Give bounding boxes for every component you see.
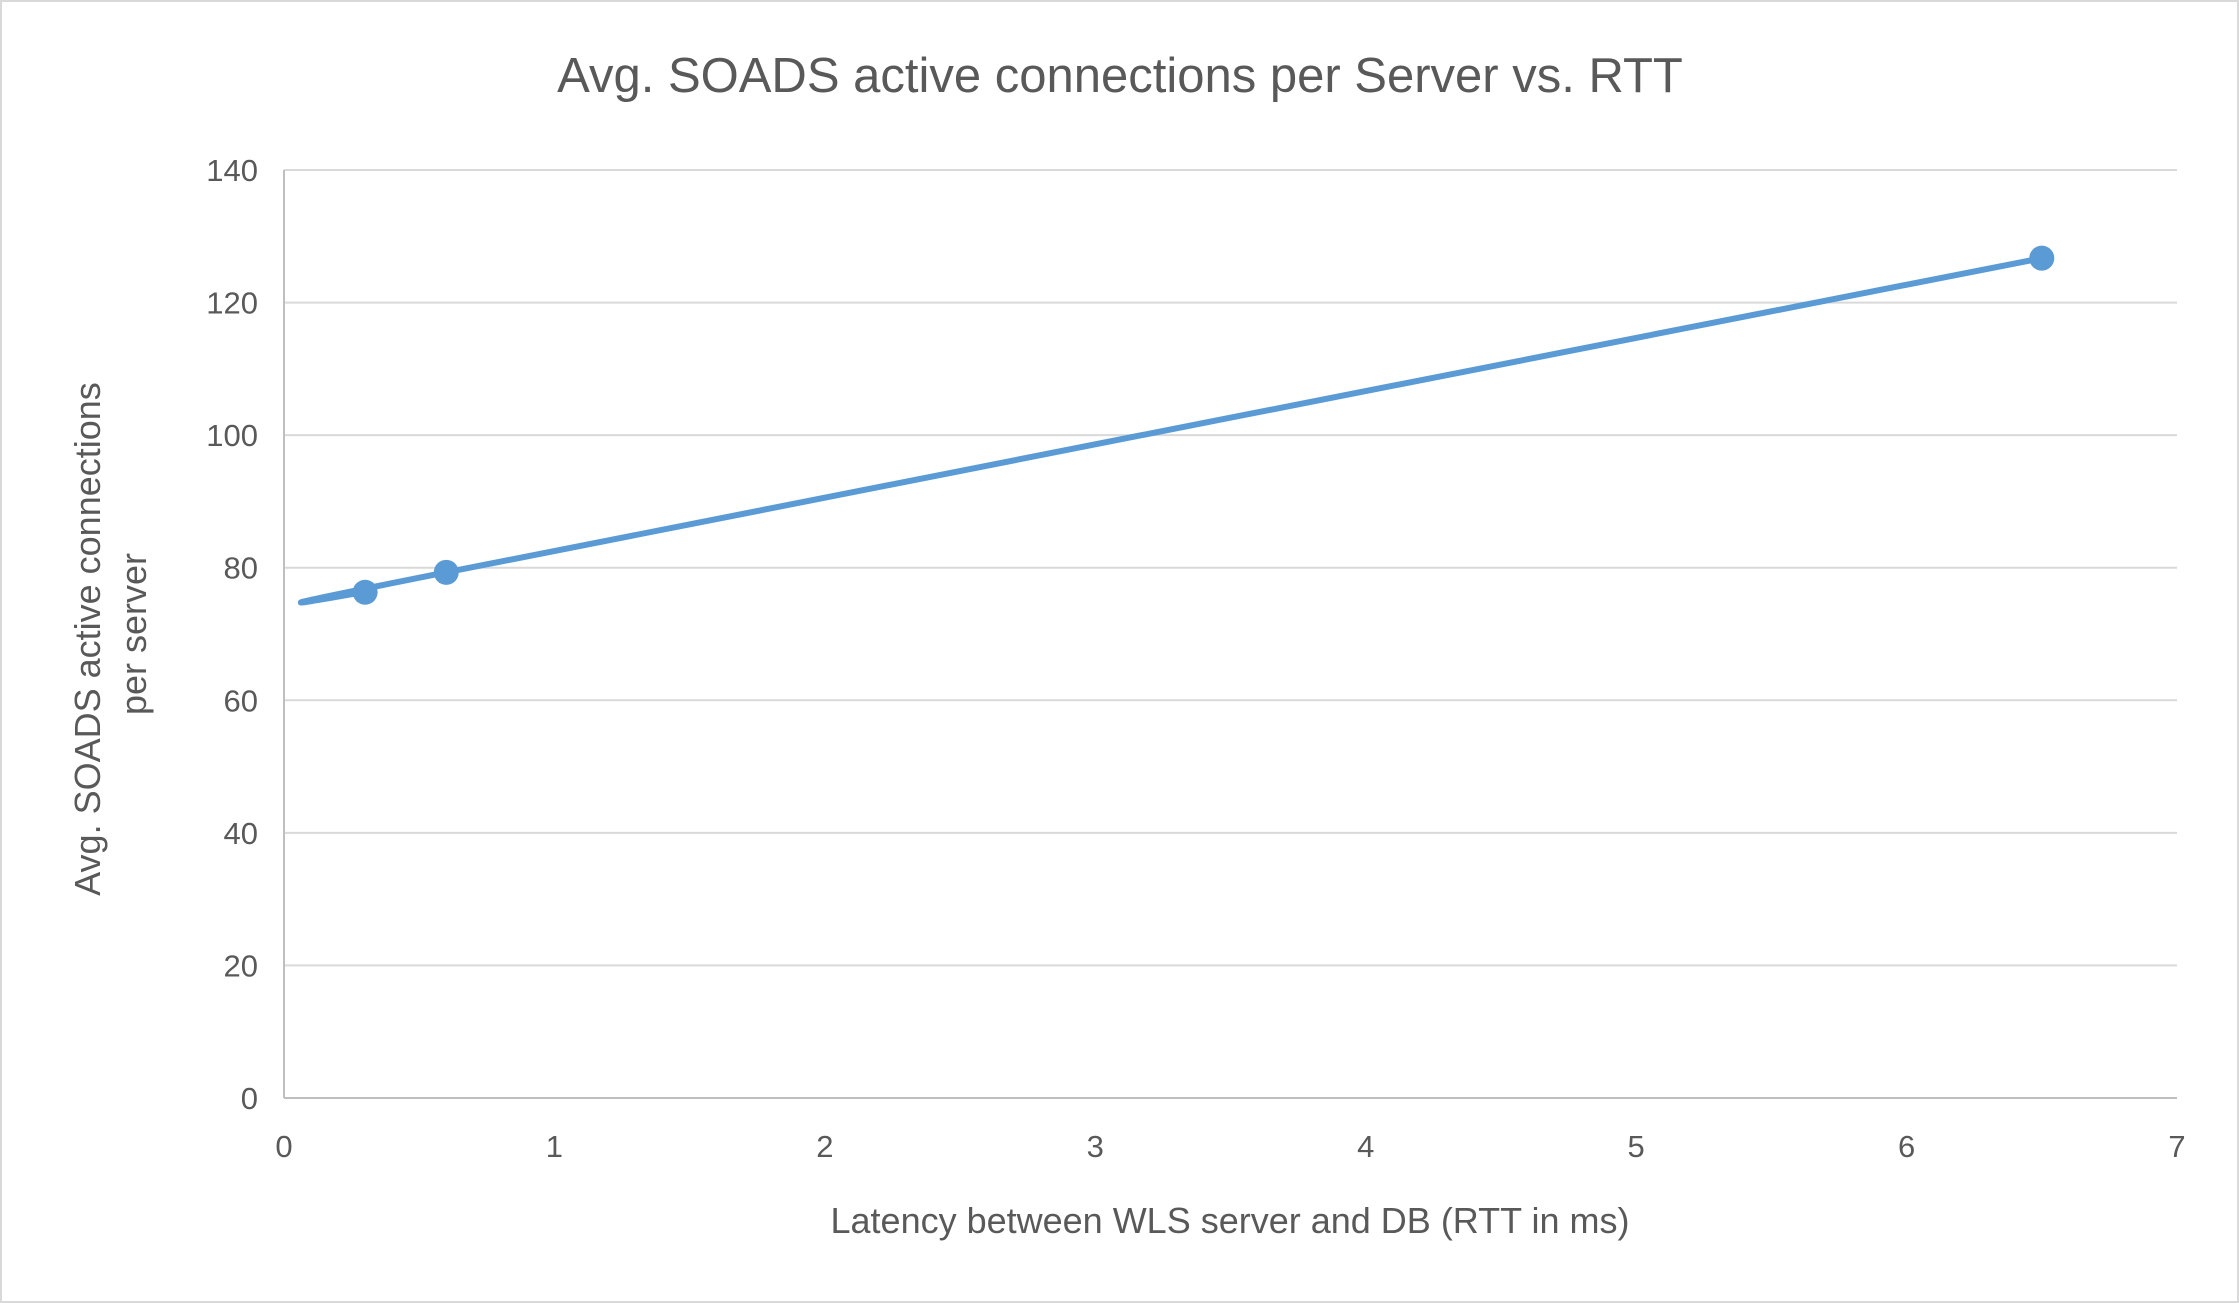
x-tick-label: 1 xyxy=(546,1129,563,1164)
y-tick-label: 40 xyxy=(224,816,258,851)
y-tick-label: 80 xyxy=(224,551,258,586)
data-point xyxy=(2029,245,2055,271)
y-tick-label: 140 xyxy=(206,153,258,188)
data-point xyxy=(433,559,459,585)
x-tick-label: 3 xyxy=(1087,1129,1104,1164)
x-tick-label: 7 xyxy=(2168,1129,2185,1164)
series-line xyxy=(297,255,2045,606)
y-tick-label: 20 xyxy=(224,948,258,983)
data-point xyxy=(352,579,378,605)
y-tick-label: 120 xyxy=(206,286,258,321)
x-tick-label: 6 xyxy=(1898,1129,1915,1164)
x-tick-label: 0 xyxy=(275,1129,292,1164)
y-tick-label: 60 xyxy=(224,683,258,718)
y-tick-label: 100 xyxy=(206,418,258,453)
y-axis-label: Avg. SOADS active connections per server xyxy=(67,372,154,896)
y-axis-label-line-2: per server xyxy=(113,553,154,715)
y-axis-label-line-1: Avg. SOADS active connections xyxy=(67,382,108,896)
chart-title: Avg. SOADS active connections per Server… xyxy=(557,49,1683,103)
x-tick-label: 5 xyxy=(1628,1129,1645,1164)
x-tick-label: 2 xyxy=(816,1129,833,1164)
y-tick-label: 0 xyxy=(241,1081,258,1116)
x-tick-label: 4 xyxy=(1357,1129,1374,1164)
x-axis-label: Latency between WLS server and DB (RTT i… xyxy=(831,1200,1630,1241)
